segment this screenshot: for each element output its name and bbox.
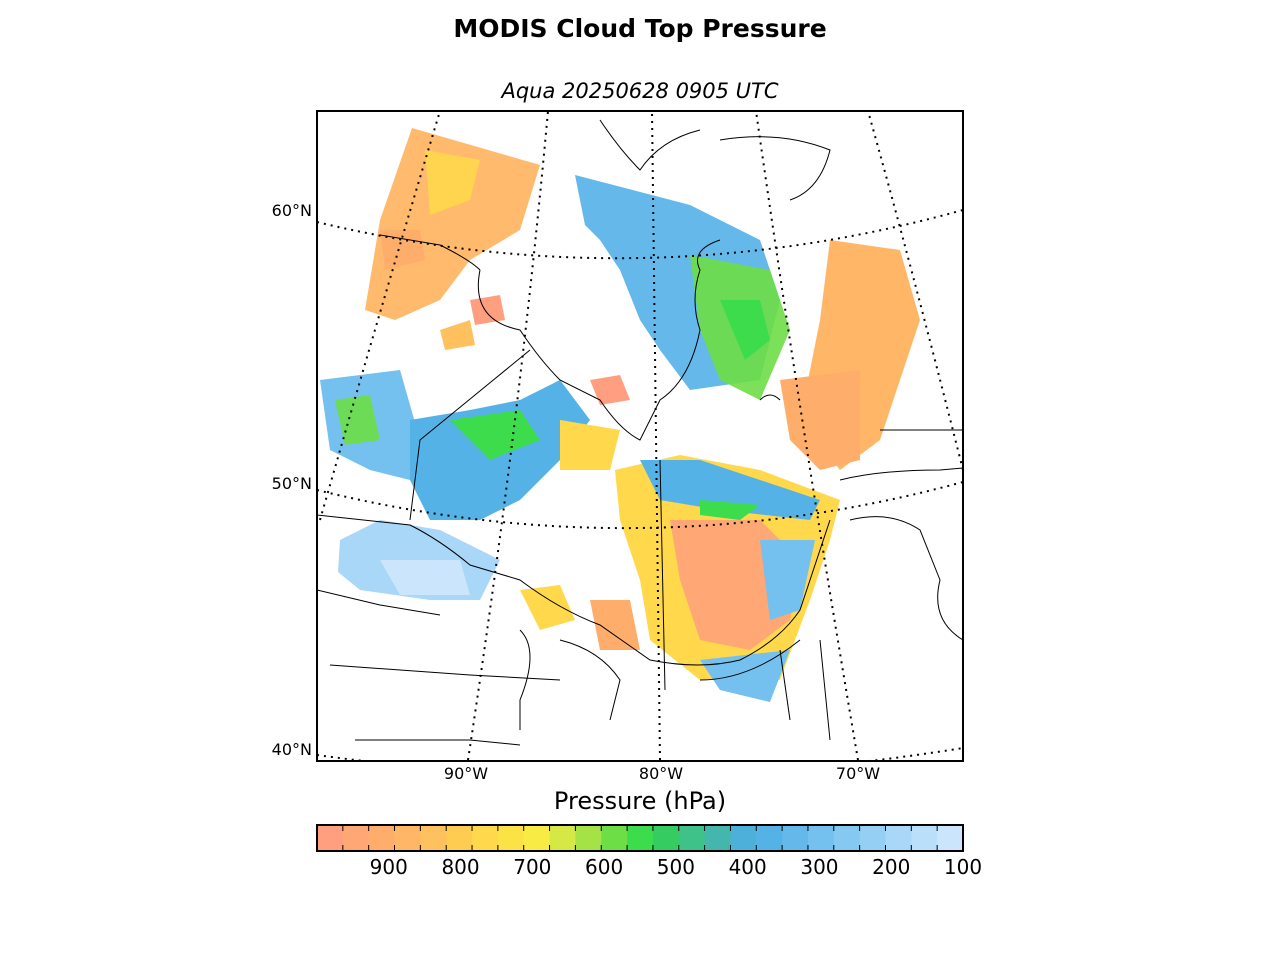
colorbar-segment (833, 825, 861, 851)
colorbar-segment (497, 825, 525, 851)
colorbar-segment (678, 825, 706, 851)
colorbar-segment (859, 825, 887, 851)
lon-label-70w: 70°W (835, 764, 881, 783)
cloud-data-swath (320, 128, 963, 702)
colorbar-tick-label: 900 (369, 855, 408, 879)
colorbar-segment (756, 825, 783, 851)
colorbar-segment (523, 825, 551, 851)
colorbar-segment (652, 825, 680, 851)
lat-label-60: 60°N (271, 201, 312, 220)
colorbar-segment (342, 825, 370, 851)
colorbar-tick-label: 300 (800, 855, 839, 879)
colorbar-tick-label: 400 (728, 855, 767, 879)
colorbar-segment (782, 825, 809, 851)
colorbar-title: Pressure (hPa) (553, 787, 727, 815)
colorbar-segment (420, 825, 447, 851)
colorbar-frame (316, 824, 964, 852)
colorbar-segment (394, 825, 421, 851)
colorbar-tick-label: 200 (872, 855, 911, 879)
colorbar-segment (446, 825, 473, 851)
colorbar-tick-label: 600 (585, 855, 624, 879)
colorbar-tick-label: 800 (441, 855, 480, 879)
colorbar-segment (549, 825, 576, 851)
colorbar-segment (317, 825, 344, 851)
figure-title: MODIS Cloud Top Pressure (453, 14, 827, 43)
lon-label-90w: 90°W (443, 764, 489, 783)
colorbar-segment (472, 825, 499, 851)
colorbar-segment (911, 825, 938, 851)
graticule (317, 111, 963, 761)
colorbar-tick-label: 100 (943, 855, 983, 879)
colorbar-segment (704, 825, 732, 851)
colorbar-segment (937, 825, 964, 851)
map-frame (316, 110, 964, 762)
figure-subtitle: Aqua 20250628 0905 UTC (501, 79, 779, 103)
colorbar-segment (575, 825, 602, 851)
colorbar-segment (730, 825, 757, 851)
colorbar-tick-label: 500 (656, 855, 695, 879)
colorbar-segment (627, 825, 654, 851)
lat-label-40: 40°N (271, 740, 312, 759)
colorbar-segment (807, 825, 835, 851)
lat-label-50: 50°N (271, 474, 312, 493)
colorbar-segment (368, 825, 396, 851)
colorbar-segment (601, 825, 628, 851)
colorbar-tick-label: 700 (513, 855, 552, 879)
colorbar (316, 824, 964, 852)
coastline-lines (317, 119, 963, 746)
colorbar-segment (885, 825, 912, 851)
lon-label-80w: 80°W (638, 764, 684, 783)
